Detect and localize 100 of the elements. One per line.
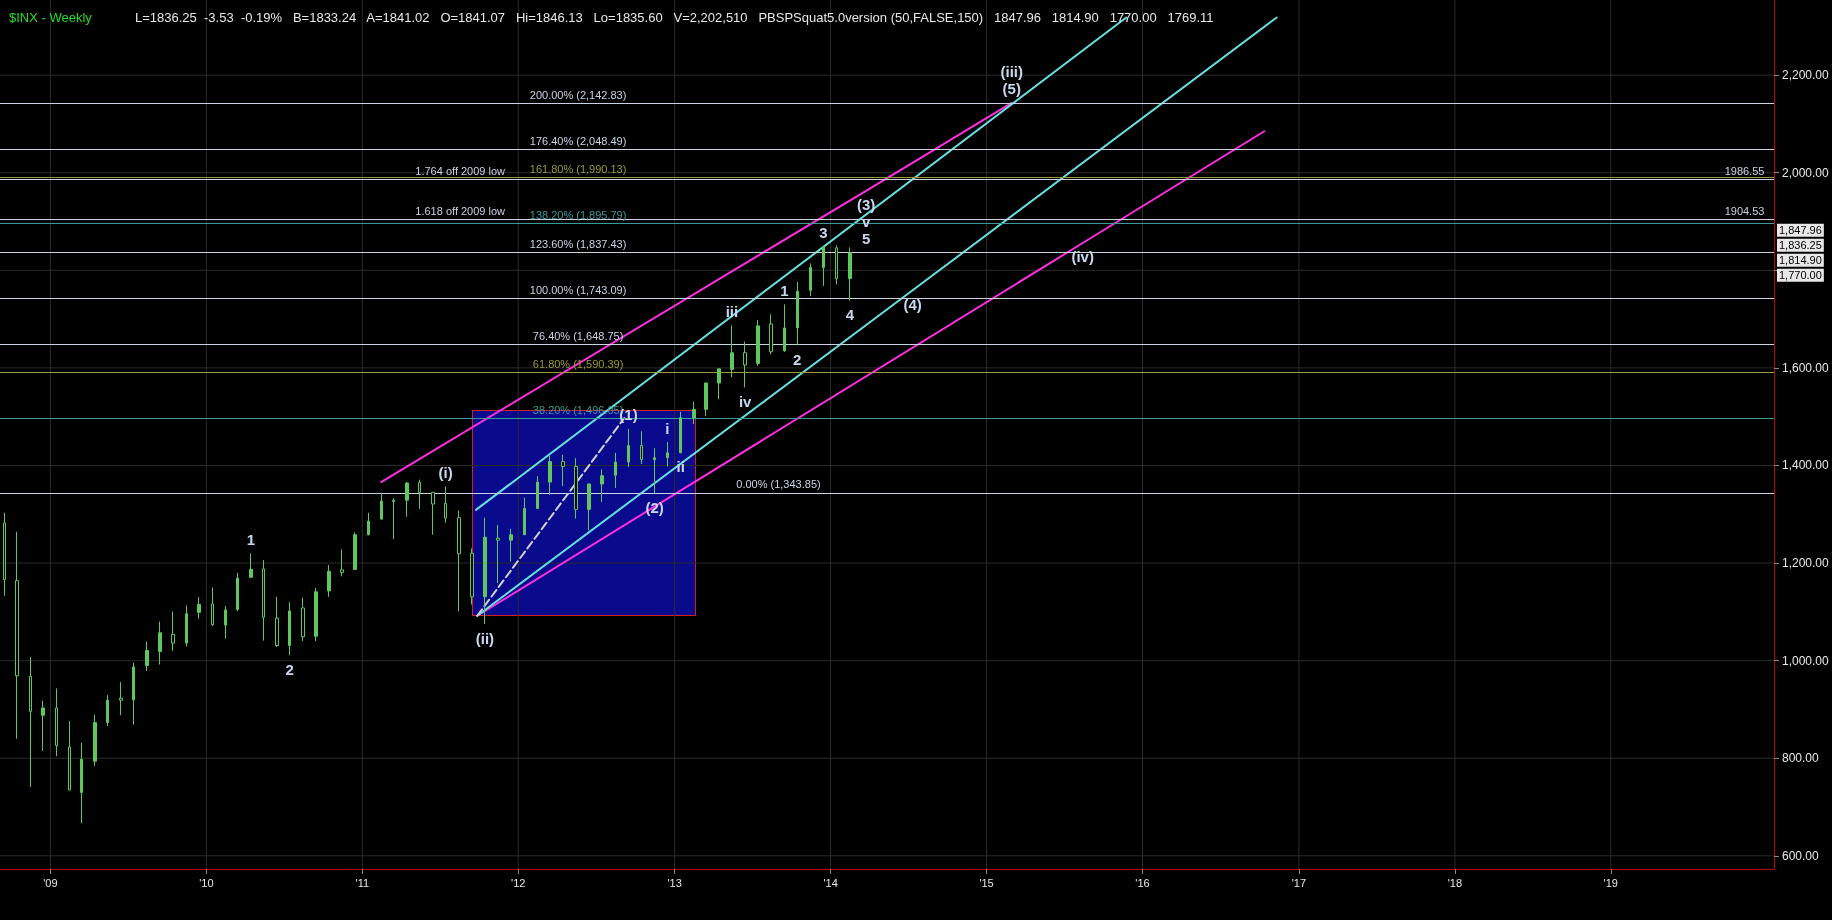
text: $INX - Weekly: [9, 10, 93, 25]
candlestick: [809, 262, 812, 297]
candlestick: [80, 742, 83, 824]
annotation: 5: [861, 230, 871, 248]
annotation: 0.00% (1,343.85): [736, 478, 821, 491]
annotation: (i): [438, 463, 453, 481]
x-tick-label: '11: [355, 876, 370, 889]
annotation: i: [665, 419, 670, 437]
annotation: (4): [903, 295, 922, 313]
candlestick: [627, 428, 630, 468]
candlestick: [848, 246, 852, 302]
candlestick: [15, 531, 19, 740]
annotation: 176.40% (2,048.49): [529, 134, 627, 147]
y-tick-label: 800.00: [1782, 751, 1820, 766]
candlestick: [275, 596, 279, 648]
candlestick: [496, 524, 500, 584]
text: 1,836.25: [1779, 239, 1822, 252]
candlestick: [224, 605, 227, 640]
candlestick: [666, 441, 669, 467]
candlestick: [145, 641, 149, 672]
candlestick: [717, 368, 721, 400]
candlestick: [327, 564, 331, 598]
candlestick: [574, 457, 578, 520]
candlestick: [93, 714, 97, 767]
candlestick: [457, 509, 461, 612]
text: 1,847.96: [1779, 224, 1822, 237]
y-tick-label: 1,600.00: [1782, 360, 1830, 375]
candlestick: [783, 303, 786, 353]
x-tick-label: '13: [667, 876, 682, 889]
annotation: (5): [1002, 80, 1021, 98]
candlestick: [561, 454, 565, 487]
annotation: iii: [725, 302, 739, 320]
text: L=1836.25 -3.53 -0.19% B=1833.24 A=1841.02 O=1841.07 Hi=1846.13 Lo=1835.60 V=2,202,510 PBSPSquat5.0version (50,FALSE,150) 1847.96 1814.90 1770.00 1769.11: [135, 10, 1214, 25]
annotation: 1: [246, 530, 255, 548]
x-tick-label: '16: [1135, 876, 1150, 889]
x-tick-label: '15: [979, 876, 994, 889]
candlestick: [185, 605, 188, 647]
candlestick: [587, 483, 591, 531]
candlestick: [353, 531, 357, 570]
y-tick-label: 2,000.00: [1782, 165, 1830, 180]
candlestick: [171, 610, 175, 652]
candlestick: [211, 586, 214, 627]
candlestick: [536, 475, 539, 509]
candlestick: [548, 455, 552, 496]
y-tick-label: 2,200.00: [1782, 68, 1830, 83]
annotation: 200.00% (2,142.83): [529, 88, 627, 101]
candlestick: [262, 559, 265, 642]
candlestick: [523, 497, 526, 536]
x-tick-label: '09: [43, 876, 58, 889]
annotation: 2: [285, 660, 294, 678]
annotation: 3: [819, 223, 828, 241]
x-tick-label: '18: [1447, 876, 1463, 889]
candlestick: [653, 447, 656, 494]
candlestick: [314, 587, 318, 642]
candlestick: [68, 720, 71, 791]
annotation: 100.00% (1,743.09): [529, 283, 627, 296]
annotation: 123.60% (1,837.43): [529, 237, 627, 250]
candlestick: [730, 324, 734, 378]
x-tick-label: '14: [823, 876, 838, 889]
candlestick: [640, 430, 643, 465]
annotation: 61.80% (1,590.39): [532, 358, 624, 371]
annotation: 1.618 off 2009 low: [415, 204, 506, 217]
candlestick: [55, 687, 58, 757]
y-tick-label: 600.00: [1782, 848, 1820, 863]
annotation: 138.20% (1,895.79): [529, 209, 627, 222]
candlestick: [236, 572, 239, 612]
annotation: (3): [856, 196, 876, 214]
candlestick: [367, 512, 370, 536]
candlestick: [288, 601, 291, 656]
candlestick: [756, 319, 760, 367]
annotation: iv: [738, 392, 753, 410]
candlestick: [835, 244, 838, 285]
candlestick: [3, 512, 6, 597]
candlestick: [796, 281, 799, 346]
candlestick: [405, 481, 409, 518]
candlestick: [29, 656, 32, 788]
candlestick: [431, 491, 435, 536]
candlestick: [418, 479, 421, 510]
x-tick-label: '12: [511, 876, 526, 889]
annotation: 1: [780, 281, 789, 299]
candlestick: [704, 382, 708, 417]
candlestick: [769, 313, 773, 355]
y-tick-label: 1,400.00: [1782, 458, 1830, 473]
candlestick: [106, 694, 109, 727]
annotation: (ii): [475, 629, 495, 647]
candlestick: [470, 547, 474, 606]
x-tick-label: '19: [1603, 876, 1618, 889]
text: 1,814.90: [1779, 254, 1822, 267]
candlestick: [692, 401, 696, 425]
candlestick: [340, 548, 344, 577]
candlestick: [600, 468, 604, 503]
annotation: 1.764 off 2009 low: [415, 164, 506, 177]
candlestick: [743, 341, 747, 388]
x-tick-label: '10: [199, 876, 214, 889]
candlestick: [249, 552, 253, 579]
candlestick: [119, 681, 123, 716]
candlestick: [679, 411, 682, 454]
candlestick: [822, 245, 825, 287]
candlestick: [41, 700, 45, 752]
annotation: (iii): [1000, 63, 1024, 81]
